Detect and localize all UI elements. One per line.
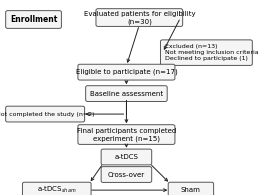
Text: Cross-over: Cross-over: [108, 172, 145, 177]
FancyBboxPatch shape: [6, 11, 61, 28]
FancyBboxPatch shape: [6, 106, 85, 122]
Text: Eligible to participate (n=17): Eligible to participate (n=17): [76, 69, 177, 75]
FancyBboxPatch shape: [168, 182, 214, 195]
FancyBboxPatch shape: [78, 125, 175, 144]
Text: Excluded (n=13)
Not meeting inclusion criteria (n=12)
Declined to participate (1: Excluded (n=13) Not meeting inclusion cr…: [165, 44, 258, 61]
FancyBboxPatch shape: [101, 167, 152, 183]
Text: Sham: Sham: [181, 187, 201, 193]
FancyBboxPatch shape: [101, 149, 152, 165]
Text: Enrollment: Enrollment: [10, 15, 57, 24]
FancyBboxPatch shape: [22, 182, 91, 195]
FancyBboxPatch shape: [86, 86, 167, 101]
FancyBboxPatch shape: [96, 9, 183, 26]
Text: Not completed the study (n=2): Not completed the study (n=2): [0, 112, 94, 117]
Text: a-tDCS: a-tDCS: [115, 154, 138, 160]
Text: Baseline assessment: Baseline assessment: [90, 91, 163, 97]
Text: Evaluated patients for eligibility
(n=30): Evaluated patients for eligibility (n=30…: [84, 11, 195, 25]
FancyBboxPatch shape: [160, 40, 252, 66]
FancyBboxPatch shape: [78, 64, 175, 80]
Text: a-tDCS$_{sham}$: a-tDCS$_{sham}$: [37, 185, 76, 195]
Text: Final participants completed
experiment (n=15): Final participants completed experiment …: [77, 128, 176, 142]
